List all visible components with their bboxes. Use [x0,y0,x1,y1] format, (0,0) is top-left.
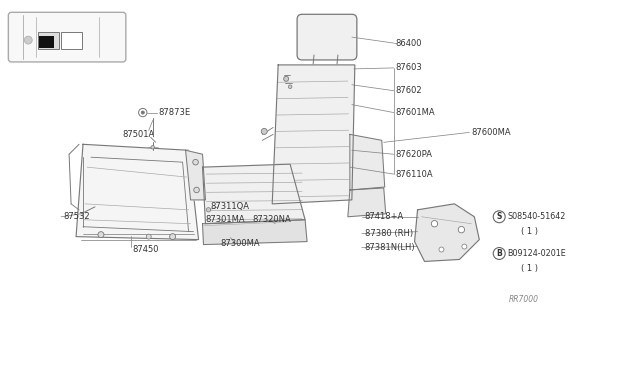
Polygon shape [186,150,205,200]
Circle shape [193,159,198,165]
Text: 87532: 87532 [63,212,90,221]
Circle shape [462,244,467,249]
Bar [38,32,59,49]
Polygon shape [350,134,385,190]
Circle shape [439,247,444,252]
Polygon shape [348,188,386,217]
Text: 87320NA: 87320NA [252,215,291,224]
FancyBboxPatch shape [8,12,126,62]
Text: 87381N(LH): 87381N(LH) [365,243,415,252]
Circle shape [98,232,104,238]
Bar [61,32,82,49]
Text: 86400: 86400 [396,39,422,48]
Circle shape [170,234,175,240]
Circle shape [194,187,199,193]
Polygon shape [272,65,355,204]
Bar [39,36,54,48]
Text: 87418+A: 87418+A [365,212,404,221]
Circle shape [284,76,289,81]
Circle shape [493,211,505,223]
Circle shape [289,85,292,89]
Text: ( 1 ): ( 1 ) [521,264,538,273]
Text: 87300MA: 87300MA [220,239,260,248]
Circle shape [147,234,151,239]
Text: B09124-0201E: B09124-0201E [507,249,566,258]
Text: 87601MA: 87601MA [396,108,435,117]
Polygon shape [76,144,198,240]
Text: ( 1 ): ( 1 ) [521,227,538,236]
Circle shape [139,108,147,117]
Circle shape [261,128,268,134]
Polygon shape [202,220,307,244]
Text: S08540-51642: S08540-51642 [507,212,566,221]
Text: 87602: 87602 [396,86,422,95]
Text: RR7000: RR7000 [509,295,539,304]
Circle shape [206,208,211,212]
Text: 87450: 87450 [133,245,159,254]
Text: 87600MA: 87600MA [471,128,511,137]
Text: B: B [497,249,502,258]
Circle shape [151,145,154,149]
Text: S: S [497,212,502,221]
Polygon shape [415,204,479,262]
Text: 87603: 87603 [396,63,422,73]
Text: 876110A: 876110A [396,170,433,179]
Text: 87311QA: 87311QA [211,202,250,211]
Circle shape [431,221,438,227]
Text: 87620PA: 87620PA [396,150,433,159]
Circle shape [458,227,465,233]
Text: 87873E: 87873E [159,108,191,117]
Circle shape [141,111,145,114]
Text: 87380 (RH): 87380 (RH) [365,229,413,238]
Text: 87301MA: 87301MA [205,215,245,224]
Circle shape [24,36,32,44]
Polygon shape [202,164,305,224]
Circle shape [493,247,505,259]
Text: 87501A: 87501A [123,130,155,139]
FancyBboxPatch shape [297,14,357,60]
